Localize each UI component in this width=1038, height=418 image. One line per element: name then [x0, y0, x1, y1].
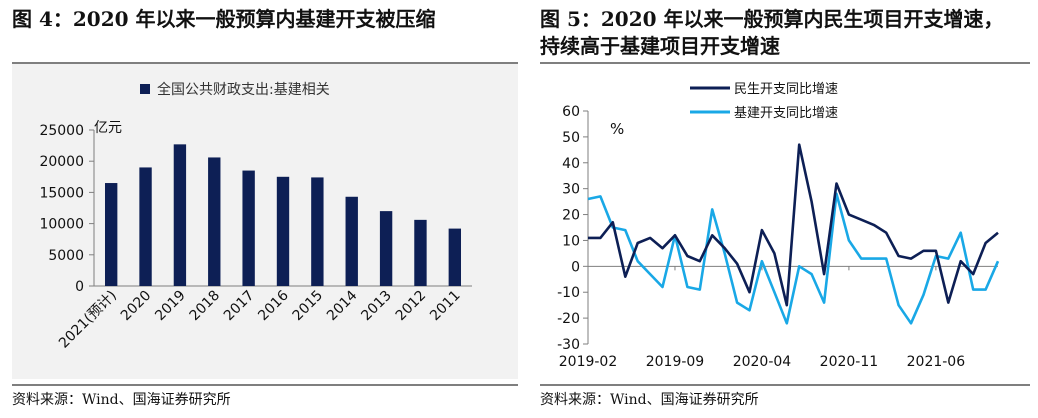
left-figure-title: 图 4：2020 年以来一般预算内基建开支被压缩	[12, 7, 436, 31]
right-y-tick-label: 20	[562, 208, 580, 224]
right-source: 资料来源：Wind、国海证券研究所	[540, 392, 759, 408]
right-y-tick-label: 10	[562, 233, 580, 249]
right-y-tick-label: 0	[571, 259, 580, 275]
left-bar	[104, 183, 118, 286]
right-x-tick-label: 2021-06	[907, 354, 966, 370]
left-y-tick-label: 25000	[39, 123, 84, 139]
right-line-chart: 民生开支同比增速 基建开支同比增速 % -30 -20 -10 0 10 20 30 40 50…	[557, 82, 1000, 370]
right-y-tick-label: 30	[562, 182, 580, 198]
left-bar	[139, 167, 152, 286]
left-title-rule	[12, 62, 518, 64]
left-bar	[276, 176, 290, 286]
left-bar	[379, 211, 393, 286]
right-figure-title-line2: 持续高于基建项目开支增速	[540, 34, 780, 58]
right-y-tick-label: -30	[557, 337, 580, 353]
left-bar	[414, 219, 427, 286]
left-y-tick-label: 20000	[39, 154, 84, 170]
left-y-tick-label: 5000	[48, 248, 84, 264]
left-legend-label: 全国公共财政支出:基建相关	[157, 81, 330, 98]
right-legend-label-minsheng: 民生开支同比增速	[734, 82, 838, 97]
right-figure-title-line1: 图 5：2020 年以来一般预算内民生项目开支增速，	[540, 7, 1004, 31]
left-bar	[173, 144, 187, 286]
right-y-tick-label: 50	[562, 130, 580, 146]
right-x-tick-label: 2019-02	[559, 354, 618, 370]
left-legend-swatch	[140, 84, 150, 94]
left-bar	[448, 228, 462, 286]
left-bar-chart: 全国公共财政支出:基建相关 亿元 0 5000 10000 15000 20000 250…	[12, 64, 518, 379]
right-source-rule	[540, 384, 1030, 386]
right-y-tick-label: -10	[557, 285, 580, 301]
right-y-tick-label: 40	[562, 156, 580, 172]
left-legend: 全国公共财政支出:基建相关	[140, 81, 330, 98]
left-bar	[311, 177, 324, 286]
right-y-tick-label: -20	[557, 311, 580, 327]
left-bar	[208, 157, 221, 286]
right-x-tick-label: 2020-04	[733, 354, 792, 370]
right-x-tick-label: 2020-11	[820, 354, 879, 370]
left-y-tick-label: 10000	[39, 217, 84, 233]
right-line-jijian	[587, 192, 1000, 325]
left-chart-background	[12, 64, 518, 379]
right-line-minsheng	[588, 143, 999, 307]
right-y-tick-label: 60	[562, 104, 580, 120]
right-title-rule	[540, 62, 1030, 64]
right-unit-label: %	[610, 120, 624, 138]
left-y-tick-label: 15000	[39, 185, 84, 201]
left-source: 资料来源：Wind、国海证券研究所	[12, 392, 231, 408]
right-legend-label-jijian: 基建开支同比增速	[734, 106, 838, 121]
right-x-tick-label: 2019-09	[646, 354, 705, 370]
left-bar	[242, 170, 255, 286]
left-unit-label: 亿元	[94, 120, 122, 136]
right-legend: 民生开支同比增速 基建开支同比增速	[690, 82, 838, 121]
left-y-tick-label: 0	[75, 279, 84, 295]
left-source-rule	[12, 384, 518, 386]
left-bar	[345, 196, 358, 286]
